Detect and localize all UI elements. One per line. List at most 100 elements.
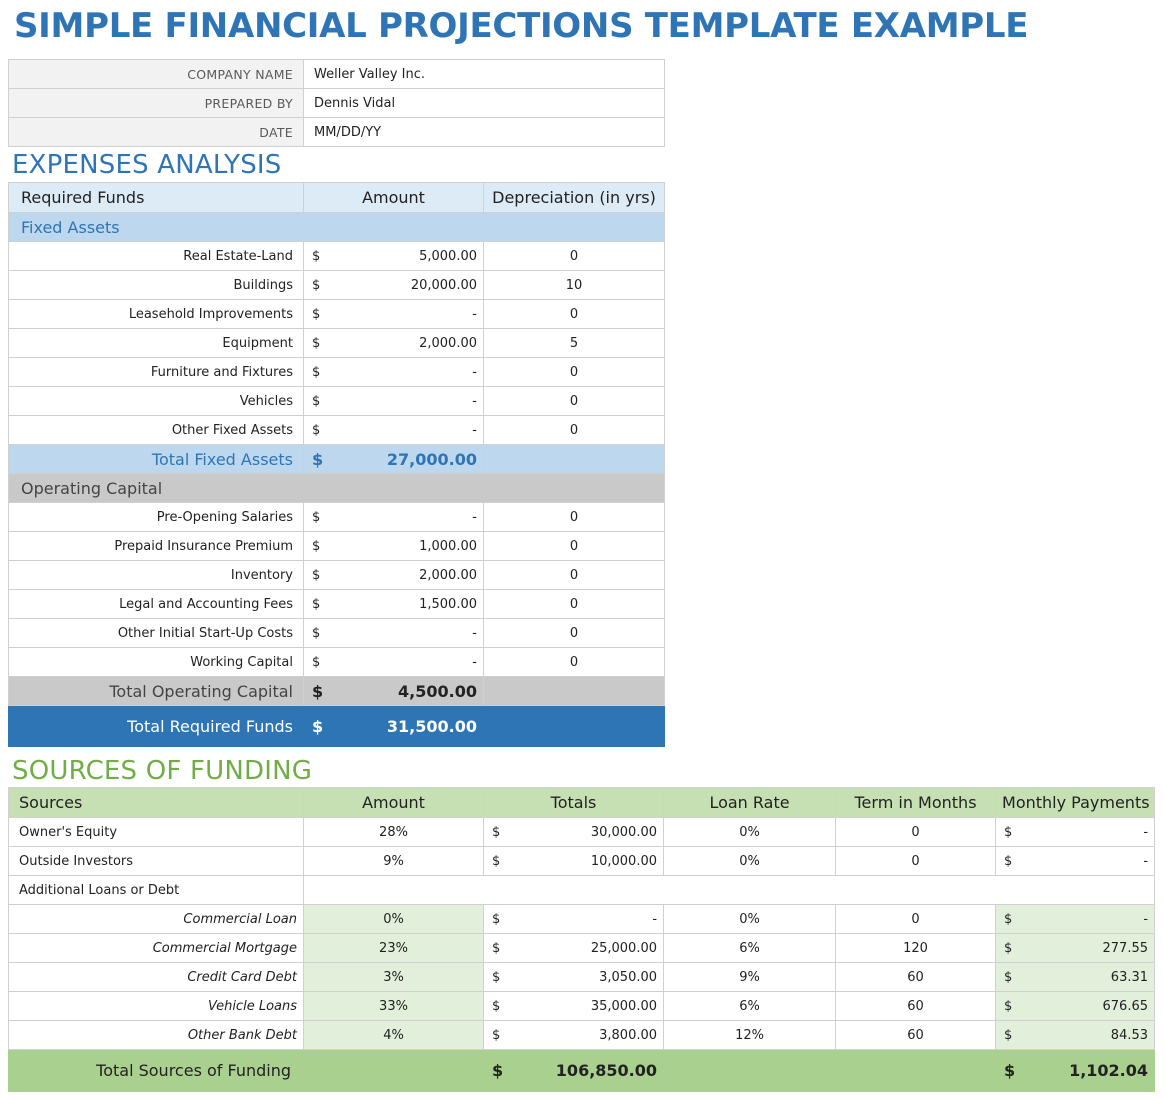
expense-row: Real Estate-Land $5,000.00 0 <box>8 241 665 271</box>
source-payment-currency: $ <box>995 962 1018 992</box>
additional-loans-label: Additional Loans or Debt <box>8 875 304 905</box>
expense-amount[interactable]: - <box>325 299 484 329</box>
source-total-currency: $ <box>483 962 506 992</box>
expense-row: Prepaid Insurance Premium $1,000.00 0 <box>8 531 665 561</box>
source-term[interactable]: 0 <box>835 817 997 847</box>
expenses-table: Required Funds Amount Depreciation (in y… <box>8 182 665 747</box>
expense-currency: $ <box>303 647 326 677</box>
source-total[interactable]: 35,000.00 <box>505 991 665 1021</box>
source-name: Commercial Loan <box>8 904 304 934</box>
source-term[interactable]: 60 <box>835 991 997 1021</box>
date-value[interactable]: MM/DD/YY <box>303 117 665 147</box>
source-payment-currency: $ <box>995 1020 1018 1050</box>
total-required-funds-amount: 31,500.00 <box>325 705 484 747</box>
expense-amount[interactable]: - <box>325 647 484 677</box>
source-term[interactable]: 0 <box>835 846 997 876</box>
amount-header: Amount <box>303 182 484 213</box>
expense-row: Leasehold Improvements $ -0 <box>8 299 665 329</box>
expense-amount[interactable]: 20,000.00 <box>325 270 484 300</box>
expense-amount[interactable]: 2,000.00 <box>325 560 484 590</box>
expense-depreciation[interactable]: 0 <box>483 531 665 561</box>
source-loan-rate[interactable]: 9% <box>663 962 837 992</box>
expense-depreciation[interactable]: 0 <box>483 241 665 271</box>
expense-depreciation[interactable]: 0 <box>483 415 665 445</box>
expense-amount[interactable]: - <box>325 415 484 445</box>
total-funding-term-blank <box>835 1049 997 1092</box>
totals-header: Totals <box>482 787 665 818</box>
expense-amount[interactable]: 2,000.00 <box>325 328 484 358</box>
expense-depreciation[interactable]: 0 <box>483 357 665 387</box>
loan-rate-header: Loan Rate <box>663 787 837 818</box>
source-amount[interactable]: 0% <box>303 904 484 934</box>
prepared-by-value[interactable]: Dennis Vidal <box>303 88 665 118</box>
company-name-value[interactable]: Weller Valley Inc. <box>303 59 665 89</box>
expense-depreciation[interactable]: 0 <box>483 618 665 648</box>
expense-depreciation[interactable]: 0 <box>483 502 665 532</box>
source-payment-currency: $ <box>995 817 1018 847</box>
expense-depreciation[interactable]: 5 <box>483 328 665 358</box>
expense-name: Real Estate-Land <box>8 241 304 271</box>
expense-name: Buildings <box>8 270 304 300</box>
expense-depreciation[interactable]: 10 <box>483 270 665 300</box>
expense-depreciation[interactable]: 0 <box>483 386 665 416</box>
source-amount[interactable]: 9% <box>303 846 484 876</box>
source-amount[interactable]: 28% <box>303 817 484 847</box>
loan-rows: Commercial Loan 0% $ -0% 0 $ - Commercial Mortg… <box>8 904 1156 1050</box>
expense-amount[interactable]: 1,500.00 <box>325 589 484 619</box>
source-total[interactable]: 3,800.00 <box>505 1020 665 1050</box>
source-monthly-payment: - <box>1017 846 1156 876</box>
source-term[interactable]: 120 <box>835 933 997 963</box>
expense-depreciation[interactable]: 0 <box>483 589 665 619</box>
source-loan-rate[interactable]: 6% <box>663 991 837 1021</box>
expense-amount[interactable]: 1,000.00 <box>325 531 484 561</box>
funding-amount-header: Amount <box>303 787 484 818</box>
source-amount[interactable]: 23% <box>303 933 484 963</box>
expense-amount[interactable]: - <box>325 618 484 648</box>
fixed-assets-header-row: Fixed Assets <box>8 212 665 242</box>
source-loan-rate[interactable]: 0% <box>663 904 837 934</box>
expense-name: Inventory <box>8 560 304 590</box>
source-term[interactable]: 0 <box>835 904 997 934</box>
depreciation-header: Depreciation (in yrs) <box>483 182 665 213</box>
expense-currency: $ <box>303 415 326 445</box>
source-total-currency: $ <box>483 904 506 934</box>
expense-currency: $ <box>303 328 326 358</box>
source-amount[interactable]: 3% <box>303 962 484 992</box>
source-monthly-payment: - <box>1017 904 1156 934</box>
expense-amount[interactable]: - <box>325 386 484 416</box>
source-term[interactable]: 60 <box>835 1020 997 1050</box>
expense-amount[interactable]: - <box>325 502 484 532</box>
expense-name: Working Capital <box>8 647 304 677</box>
source-term[interactable]: 60 <box>835 962 997 992</box>
expense-currency: $ <box>303 589 326 619</box>
expense-depreciation[interactable]: 0 <box>483 299 665 329</box>
source-total[interactable]: 3,050.00 <box>505 962 665 992</box>
source-loan-rate[interactable]: 0% <box>663 817 837 847</box>
expense-depreciation[interactable]: 0 <box>483 647 665 677</box>
document-info-table: COMPANY NAME Weller Valley Inc. PREPARED… <box>8 59 665 147</box>
info-row-prepared: PREPARED BY Dennis Vidal <box>8 88 665 118</box>
expense-amount[interactable]: 5,000.00 <box>325 241 484 271</box>
total-fixed-assets-blank <box>483 444 665 474</box>
source-amount[interactable]: 4% <box>303 1020 484 1050</box>
funding-section-title: SOURCES OF FUNDING <box>12 756 313 786</box>
funding-source-rows: Owner's Equity 28% $30,000.00 0% 0 $ - Outside … <box>8 817 1156 876</box>
funding-source-row: Outside Investors 9% $10,000.00 0% 0 $ - <box>8 846 1156 876</box>
total-operating-capital-label: Total Operating Capital <box>8 676 304 706</box>
expense-amount[interactable]: - <box>325 357 484 387</box>
total-payment-currency: $ <box>995 1049 1018 1092</box>
total-funding-rate-blank <box>663 1049 837 1092</box>
source-amount[interactable]: 33% <box>303 991 484 1021</box>
source-loan-rate[interactable]: 6% <box>663 933 837 963</box>
total-funding-row: Total Sources of Funding $ 106,850.00 $ … <box>8 1049 1156 1092</box>
expense-currency: $ <box>303 299 326 329</box>
source-loan-rate[interactable]: 12% <box>663 1020 837 1050</box>
source-total-currency: $ <box>483 991 506 1021</box>
source-payment-currency: $ <box>995 933 1018 963</box>
expense-depreciation[interactable]: 0 <box>483 560 665 590</box>
source-total[interactable]: - <box>505 904 665 934</box>
source-loan-rate[interactable]: 0% <box>663 846 837 876</box>
expense-currency: $ <box>303 560 326 590</box>
source-total[interactable]: 25,000.00 <box>505 933 665 963</box>
total-required-funds-currency: $ <box>303 705 326 747</box>
